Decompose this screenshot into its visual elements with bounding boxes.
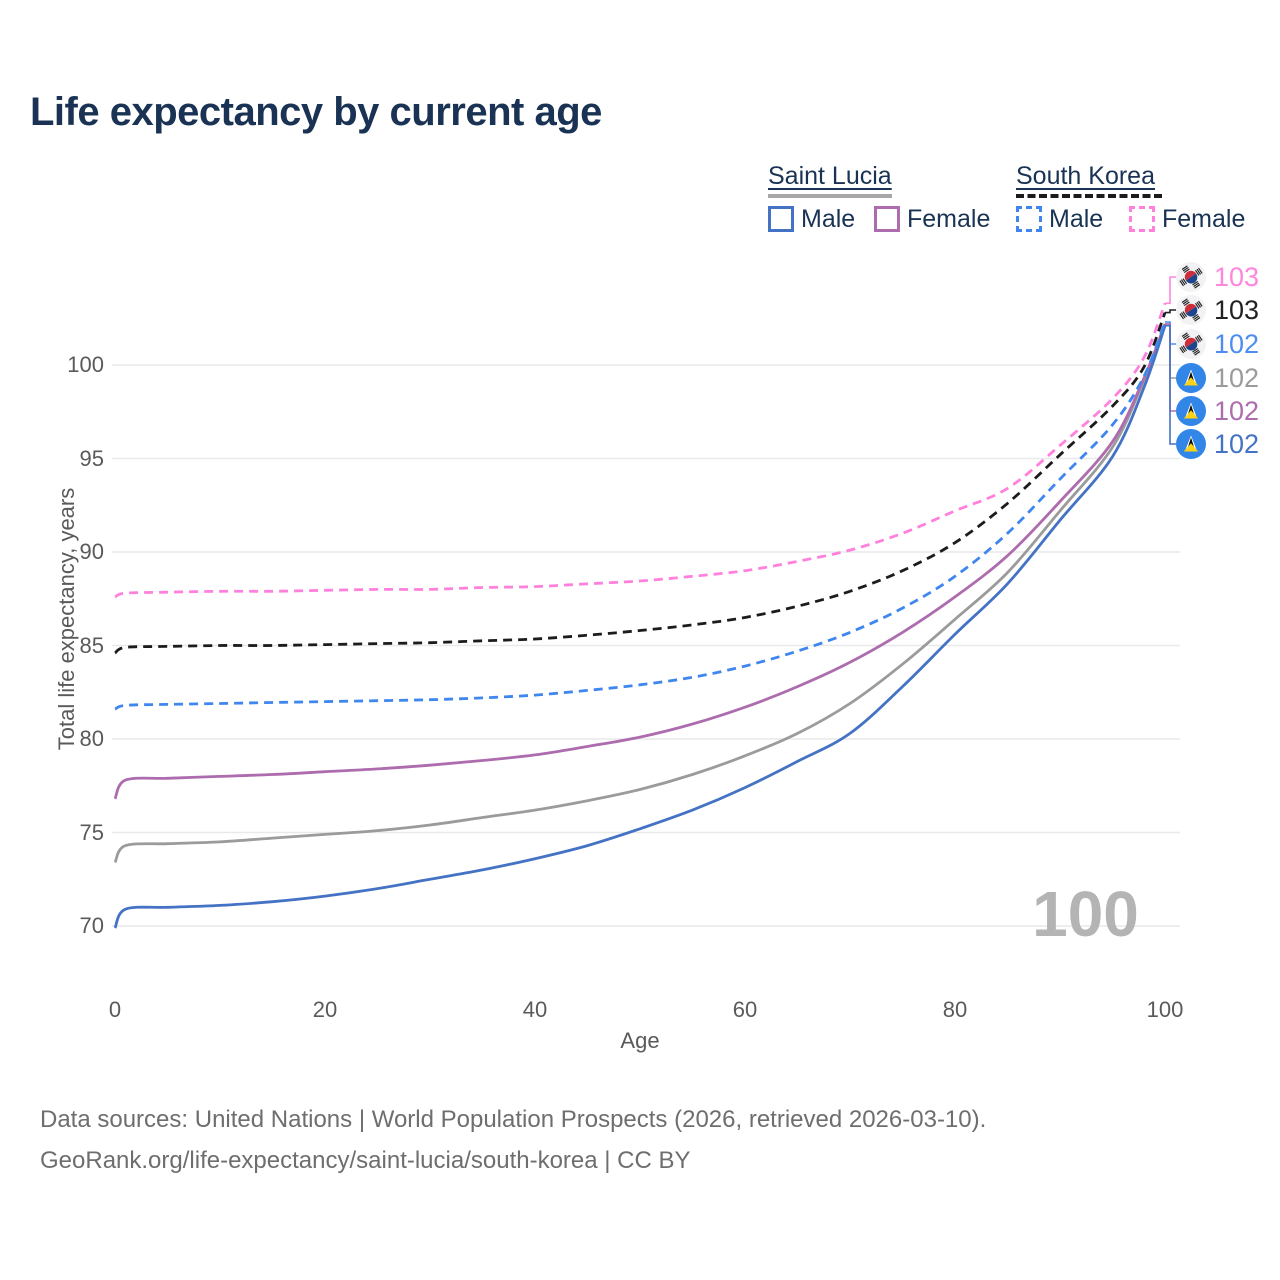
series-line-saint-lucia-female [113,323,1167,800]
x-tick-label: 20 [312,997,338,1022]
legend-swatch-saint-lucia-male[interactable] [768,206,794,232]
legend-label-south-korea-female[interactable]: Female [1162,205,1246,233]
endpoint-label-row: 102 [1176,396,1259,426]
x-axis-title: Age [620,1028,660,1053]
series-line-south-korea-female [114,302,1167,599]
x-tick-label: 80 [942,997,968,1022]
x-tick-label: 40 [522,997,548,1022]
y-tick-label: 85 [79,632,104,658]
y-tick-label: 70 [79,913,104,938]
endpoint-value: 102 [1214,363,1260,393]
saint-lucia-flag-icon [1176,396,1206,426]
endpoint-value: 103 [1214,262,1260,292]
endpoint-label-row: 103 [1176,262,1259,292]
y-tick-label: 80 [79,726,104,751]
age-watermark: 100 [1032,878,1139,950]
south-korea-flag-icon [1176,295,1206,325]
endpoint-connector [1165,324,1176,445]
saint-lucia-flag-icon [1176,429,1206,459]
page-title: Life expectancy by current age [30,90,602,134]
x-tick-label: 100 [1146,997,1184,1022]
legend-swatch-south-korea-female[interactable] [1129,206,1155,232]
saint-lucia-flag-icon [1176,363,1206,393]
y-tick-label: 90 [79,539,104,564]
legend-country-south-korea[interactable]: South Korea [1016,162,1155,190]
y-tick-label: 75 [79,819,104,845]
legend-label-saint-lucia-male[interactable]: Male [801,205,856,233]
south-korea-flag-icon [1176,329,1206,359]
x-tick-label: 0 [108,997,122,1022]
data-sources-text: Data sources: United Nations | World Pop… [40,1106,987,1133]
y-tick-label: 100 [67,352,104,377]
endpoint-label-row: 102 [1176,429,1259,459]
endpoint-value: 102 [1214,329,1260,359]
series-line-south-korea-total [114,312,1167,655]
endpoint-value: 102 [1214,429,1260,459]
south-korea-total-line-sample [1016,194,1162,198]
y-axis-title: Total life expectancy, years [54,487,79,751]
x-tick-label: 60 [732,997,758,1022]
legend-swatch-south-korea-male[interactable] [1016,206,1042,232]
attribution-link-text[interactable]: GeoRank.org/life-expectancy/saint-lucia/… [40,1147,691,1174]
saint-lucia-total-line-sample [768,194,892,198]
legend-label-south-korea-male[interactable]: Male [1049,205,1104,233]
legend-swatch-saint-lucia-female[interactable] [874,206,900,232]
y-tick-label: 95 [79,445,104,471]
endpoint-label-row: 102 [1176,363,1259,393]
endpoint-value: 102 [1214,396,1260,426]
legend-country-saint-lucia[interactable]: Saint Lucia [768,162,892,190]
legend-label-saint-lucia-female[interactable]: Female [907,205,991,233]
endpoint-connector [1165,276,1176,305]
series-line-saint-lucia-total [113,325,1167,864]
endpoint-connector [1165,309,1176,314]
south-korea-flag-icon [1176,262,1206,292]
series-line-south-korea-male [114,321,1167,711]
endpoint-label-row: 103 [1176,295,1259,325]
series-line-saint-lucia-male [113,325,1167,929]
endpoint-label-row: 102 [1176,329,1259,359]
endpoint-value: 103 [1214,295,1260,325]
